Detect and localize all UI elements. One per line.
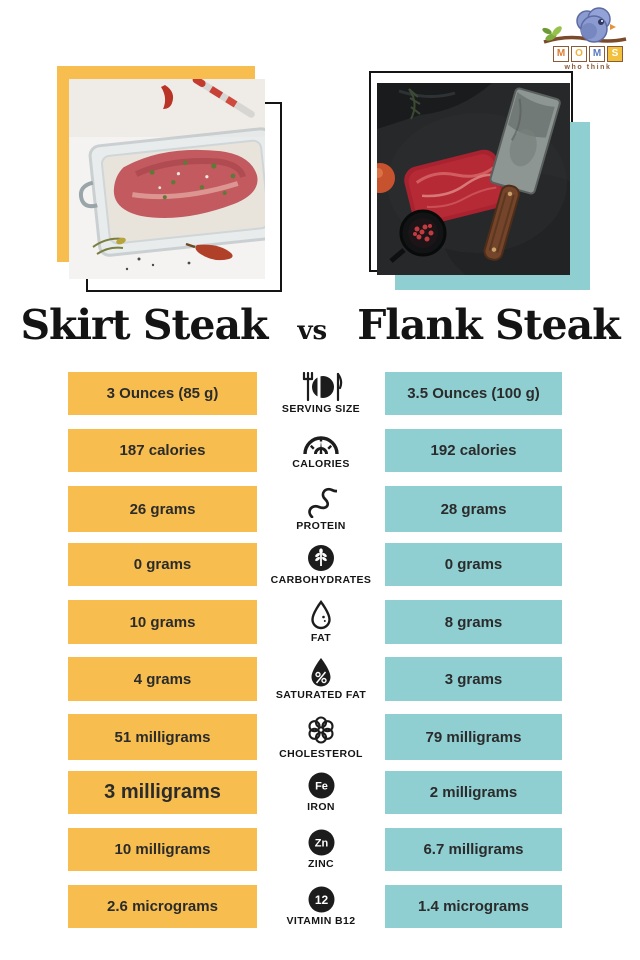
nutrient-row-iron: 3 milligrams Fe IRON 2 milligrams bbox=[0, 771, 640, 814]
bird-on-branch-icon bbox=[542, 7, 627, 44]
nutrient-label: ZINC bbox=[307, 858, 335, 870]
logo-letter: S bbox=[607, 46, 623, 62]
nutrient-label: VITAMIN B12 bbox=[286, 915, 356, 927]
flank-value: 3 grams bbox=[385, 657, 562, 701]
nutrient-label: SATURATED FAT bbox=[275, 689, 367, 701]
skirt-value: 3 milligrams bbox=[68, 771, 257, 814]
momswhothink-logo: M O M S who think bbox=[542, 4, 634, 71]
nutrient-row-vitamin-b12: 2.6 micrograms 12 VITAMIN B12 1.4 microg… bbox=[0, 885, 640, 928]
skirt-value: 26 grams bbox=[68, 486, 257, 532]
flank-value: 192 calories bbox=[385, 429, 562, 472]
calories-icon bbox=[303, 435, 339, 454]
comparison-table: 3 Ounces (85 g) SERVING SIZE 3.5 Ounces … bbox=[0, 372, 640, 942]
nutrient-row-calories: 187 calories CALORIES 192 calories bbox=[0, 429, 640, 472]
svg-text:12: 12 bbox=[314, 893, 328, 907]
skirt-steak-marinade-photo bbox=[69, 79, 265, 279]
iron-icon: Fe bbox=[308, 772, 334, 799]
nutrient-label: CHOLESTEROL bbox=[279, 748, 363, 760]
title-flank-steak: Flank Steak bbox=[357, 301, 620, 349]
flank-steak-cleaver-photo bbox=[377, 83, 570, 275]
skirt-value: 4 grams bbox=[68, 657, 257, 701]
flank-value: 8 grams bbox=[385, 600, 562, 644]
flank-value: 28 grams bbox=[385, 486, 562, 532]
nutrient-label: FAT bbox=[310, 632, 332, 644]
flank-value: 0 grams bbox=[385, 543, 562, 586]
fat-icon bbox=[311, 600, 331, 630]
skirt-value: 10 grams bbox=[68, 600, 257, 644]
logo-tagline: who think bbox=[564, 64, 612, 71]
skirt-value: 2.6 micrograms bbox=[68, 885, 257, 928]
nutrient-row-fat: 10 grams FAT 8 grams bbox=[0, 600, 640, 644]
nutrient-label: SERVING SIZE bbox=[281, 403, 361, 415]
skirt-value: 0 grams bbox=[68, 543, 257, 586]
flank-value: 3.5 Ounces (100 g) bbox=[385, 372, 562, 415]
protein-icon bbox=[308, 487, 337, 518]
vitamin-b12-icon: 12 bbox=[308, 886, 334, 913]
nutrient-label: CALORIES bbox=[292, 457, 350, 470]
nutrient-row-zinc: 10 milligrams Zn ZINC 6.7 milligrams bbox=[0, 828, 640, 871]
svg-text:Zn: Zn bbox=[314, 838, 328, 850]
logo-letter: M bbox=[553, 46, 569, 62]
flank-value: 1.4 micrograms bbox=[385, 885, 562, 928]
svg-text:Fe: Fe bbox=[315, 781, 328, 793]
nutrient-label: IRON bbox=[307, 801, 335, 813]
cholesterol-icon bbox=[308, 716, 334, 744]
serving-size-icon bbox=[302, 372, 343, 401]
nutrient-row-protein: 26 grams PROTEIN 28 grams bbox=[0, 486, 640, 532]
flank-value: 2 milligrams bbox=[385, 771, 562, 814]
skirt-value: 187 calories bbox=[68, 429, 257, 472]
nutrient-row-carbohydrates: 0 grams CARBOHYDRATES 0 grams bbox=[0, 543, 640, 586]
skirt-value: 3 Ounces (85 g) bbox=[68, 372, 257, 415]
nutrient-row-saturated-fat: 4 grams SATURATED FAT 3 grams bbox=[0, 657, 640, 701]
title-vs: vs bbox=[297, 316, 328, 346]
logo-letter: M bbox=[589, 46, 605, 62]
carbohydrates-icon bbox=[308, 544, 334, 571]
nutrient-label: CARBOHYDRATES bbox=[270, 573, 372, 586]
page-title: Skirt Steak vs Flank Steak bbox=[0, 301, 640, 349]
nutrient-row-cholesterol: 51 milligrams CHOLESTEROL 79 milligrams bbox=[0, 714, 640, 760]
skirt-value: 51 milligrams bbox=[68, 714, 257, 760]
nutrient-label: PROTEIN bbox=[296, 520, 346, 532]
nutrient-row-serving-size: 3 Ounces (85 g) SERVING SIZE 3.5 Ounces … bbox=[0, 372, 640, 415]
flank-value: 79 milligrams bbox=[385, 714, 562, 760]
title-skirt-steak: Skirt Steak bbox=[20, 301, 268, 349]
saturated-fat-icon bbox=[311, 658, 331, 687]
zinc-icon: Zn bbox=[308, 829, 334, 856]
logo-letter-blocks: M O M S bbox=[542, 46, 634, 62]
flank-value: 6.7 milligrams bbox=[385, 828, 562, 871]
logo-letter: O bbox=[571, 46, 587, 62]
skirt-value: 10 milligrams bbox=[68, 828, 257, 871]
